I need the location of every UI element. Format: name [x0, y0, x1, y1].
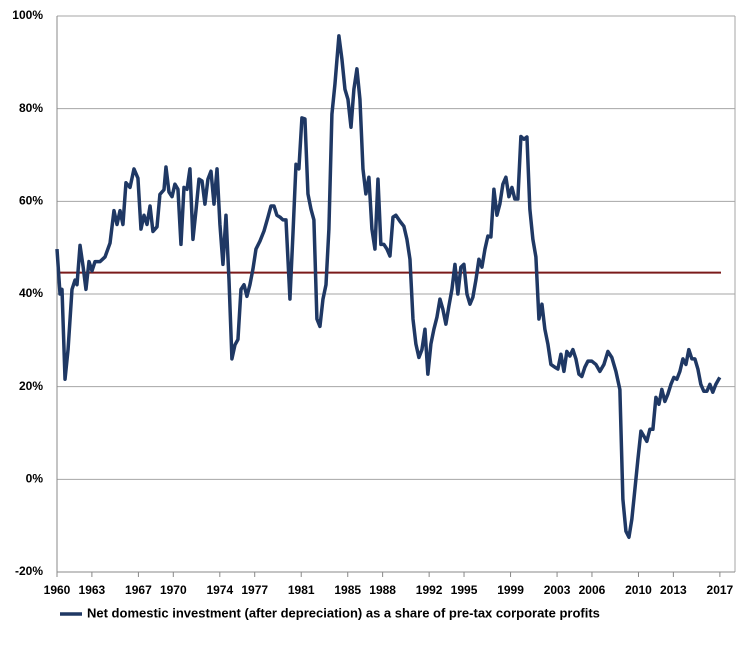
x-tick-label: 1999: [497, 583, 524, 597]
y-tick-label: 80%: [19, 101, 43, 115]
x-tick-label: 1981: [288, 583, 315, 597]
y-tick-label: 0%: [26, 472, 44, 486]
x-tick-label: 2010: [625, 583, 652, 597]
x-tick-label: 2003: [544, 583, 571, 597]
y-tick-label: -20%: [15, 564, 43, 578]
x-tick-label: 1960: [44, 583, 71, 597]
y-tick-label: 100%: [12, 8, 43, 22]
data-line: [55, 34, 722, 539]
y-tick-label: 60%: [19, 194, 43, 208]
x-tick-label: 1974: [206, 583, 233, 597]
x-tick-label: 1967: [125, 583, 152, 597]
x-tick-label: 1992: [416, 583, 443, 597]
y-tick-label: 40%: [19, 286, 43, 300]
legend: Net domestic investment (after depreciat…: [60, 605, 600, 620]
x-tick-label: 1985: [334, 583, 361, 597]
y-tick-label: 20%: [19, 379, 43, 393]
legend-label: Net domestic investment (after depreciat…: [87, 605, 600, 620]
x-tick-label: 2017: [707, 583, 734, 597]
x-tick-label: 1970: [160, 583, 187, 597]
x-tick-label: 1988: [369, 583, 396, 597]
x-tick-label: 2006: [579, 583, 606, 597]
x-tick-label: 1995: [451, 583, 478, 597]
x-tick-label: 2013: [660, 583, 687, 597]
x-tick-label: 1963: [79, 583, 106, 597]
x-tick-label: 1977: [241, 583, 268, 597]
